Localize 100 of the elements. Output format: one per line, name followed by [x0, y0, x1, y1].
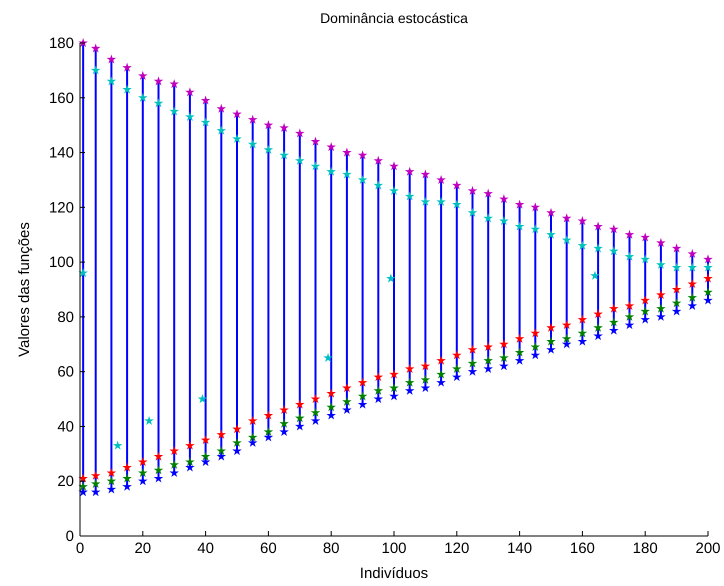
- point: [593, 322, 603, 332]
- bar: [298, 133, 301, 426]
- point: [295, 400, 305, 409]
- x-tick-label: 0: [76, 540, 84, 557]
- point: [389, 369, 399, 378]
- point: [530, 202, 540, 212]
- point: [122, 84, 132, 94]
- y-tick-label: 20: [57, 473, 74, 490]
- point: [279, 418, 289, 428]
- x-tick-label: 80: [322, 540, 340, 557]
- bar: [362, 155, 364, 405]
- point: [624, 230, 634, 239]
- point: [248, 432, 258, 442]
- point: [138, 70, 148, 80]
- point: [468, 186, 478, 195]
- bar: [142, 76, 144, 482]
- point: [342, 383, 352, 392]
- point: [656, 260, 666, 269]
- point: [216, 446, 226, 456]
- point: [624, 252, 634, 261]
- point: [609, 224, 619, 234]
- point: [656, 290, 666, 300]
- y-tick-label: 0: [66, 528, 74, 545]
- point: [483, 356, 493, 365]
- point: [185, 462, 195, 472]
- point: [264, 410, 274, 420]
- bar: [267, 125, 270, 438]
- point: [279, 405, 289, 414]
- point: [185, 112, 195, 121]
- point: [530, 342, 540, 352]
- point: [326, 388, 336, 398]
- point: [264, 432, 274, 442]
- point: [200, 457, 210, 466]
- point: [593, 309, 603, 318]
- x-tick-label: 140: [507, 540, 532, 557]
- point: [452, 180, 462, 190]
- point: [688, 292, 698, 302]
- point: [232, 424, 242, 434]
- x-tick-label: 40: [197, 540, 214, 557]
- point: [90, 43, 100, 53]
- point: [310, 408, 320, 417]
- point: [672, 262, 682, 272]
- x-axis-title: Indivíduos: [360, 565, 428, 582]
- point: [295, 156, 305, 165]
- point: [420, 169, 430, 179]
- point: [672, 284, 682, 294]
- point: [200, 96, 210, 105]
- point: [578, 216, 588, 226]
- point: [688, 262, 698, 272]
- point: [672, 298, 682, 308]
- bar: [204, 100, 207, 462]
- point: [144, 416, 154, 426]
- point: [609, 317, 619, 326]
- point: [452, 364, 462, 373]
- point: [232, 438, 242, 447]
- point: [169, 79, 179, 88]
- point: [499, 339, 509, 348]
- point: [326, 402, 336, 412]
- x-tick-label: 160: [570, 540, 595, 557]
- bar: [173, 84, 176, 474]
- point: [499, 194, 509, 204]
- point: [483, 188, 493, 198]
- point: [640, 232, 650, 242]
- bar: [188, 92, 191, 468]
- point: [200, 117, 210, 126]
- point: [562, 339, 572, 348]
- point: [185, 457, 195, 466]
- point: [106, 468, 116, 478]
- point: [436, 174, 446, 184]
- point: [640, 306, 650, 316]
- point: [295, 413, 305, 422]
- point: [326, 142, 336, 152]
- point: [106, 76, 116, 86]
- y-tick-label: 180: [48, 35, 74, 52]
- point: [404, 378, 414, 387]
- bar: [82, 43, 84, 492]
- x-tick-label: 60: [260, 540, 277, 557]
- point: [703, 287, 713, 296]
- point: [688, 279, 698, 288]
- point: [310, 161, 320, 170]
- point: [452, 200, 462, 209]
- point: [590, 270, 600, 280]
- point: [78, 268, 88, 278]
- point: [483, 213, 493, 222]
- point: [154, 452, 164, 461]
- point: [216, 104, 226, 113]
- point: [106, 476, 116, 486]
- point: [232, 134, 242, 143]
- point: [198, 394, 208, 404]
- point: [688, 248, 698, 258]
- x-tick-label: 200: [695, 540, 721, 557]
- point: [468, 344, 478, 354]
- bar: [408, 172, 411, 391]
- point: [404, 191, 414, 200]
- point: [326, 166, 336, 176]
- bar: [220, 108, 222, 457]
- bar: [346, 152, 348, 410]
- point: [185, 87, 195, 96]
- point: [578, 240, 588, 250]
- bar: [158, 81, 160, 478]
